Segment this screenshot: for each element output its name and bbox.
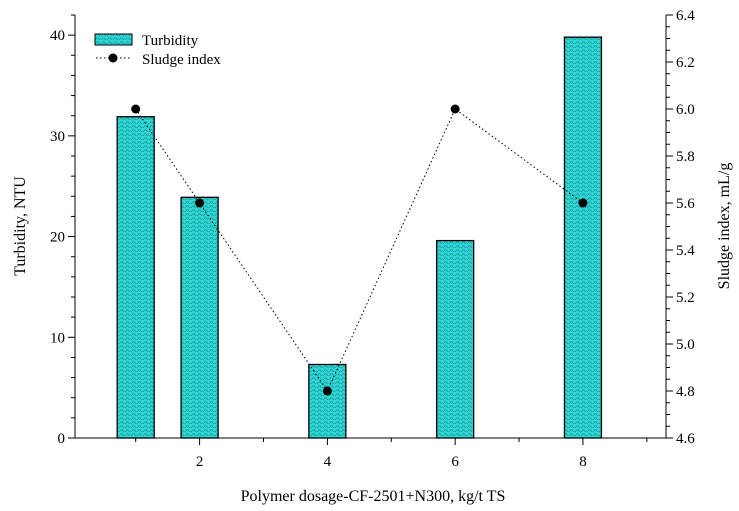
y-tick-label: 0 — [58, 431, 66, 447]
legend-label-turbidity: Turbidity — [142, 33, 199, 49]
y2-tick-label: 5.6 — [676, 196, 695, 212]
bar — [180, 196, 219, 439]
y-tick-label: 30 — [50, 129, 65, 145]
y2-tick-label: 6.0 — [676, 102, 695, 118]
bar — [563, 36, 603, 439]
line-series-sludge-index — [131, 104, 588, 396]
y2-tick-label: 5.2 — [676, 290, 695, 306]
y-tick-label: 20 — [50, 230, 65, 246]
bar — [436, 239, 475, 439]
legend-swatch-turbidity — [94, 33, 133, 46]
bar — [116, 116, 155, 439]
data-point — [450, 104, 460, 114]
y2-tick-label: 4.6 — [676, 431, 695, 447]
axes: 0 10 20 30 40 4.6 4.8 5.0 5.2 5.4 5.6 5.8 6.0 6.2 6.4 2… — [50, 8, 695, 470]
x-tick-label: 6 — [451, 454, 459, 470]
data-point — [131, 104, 141, 114]
y2-tick-label: 5.0 — [676, 337, 695, 353]
y-axis-label-right: Sludge index, mL/g — [716, 163, 733, 290]
data-point — [195, 198, 205, 208]
x-tick-label: 8 — [579, 454, 587, 470]
legend-swatch-marker — [108, 53, 118, 63]
bar — [308, 363, 347, 439]
legend: Turbidity Sludge index — [94, 33, 221, 68]
x-tick-label: 2 — [196, 454, 204, 470]
bar-series-turbidity — [116, 36, 603, 439]
y2-tick-label: 4.8 — [676, 384, 695, 400]
x-axis-label: Polymer dosage-CF-2501+N300, kg/t TS — [241, 488, 506, 505]
y2-tick-label: 6.4 — [676, 8, 695, 24]
y2-tick-label: 6.2 — [676, 55, 695, 71]
data-point — [578, 198, 588, 208]
y-axis-label-left: Turbidity, NTU — [12, 176, 29, 276]
y2-tick-label: 5.4 — [676, 243, 695, 259]
data-point — [322, 386, 332, 396]
y-tick-label: 40 — [50, 28, 65, 44]
legend-label-sludge-index: Sludge index — [142, 52, 221, 68]
y-tick-label: 10 — [50, 330, 65, 346]
x-tick-label: 4 — [324, 454, 332, 470]
y2-tick-label: 5.8 — [676, 149, 695, 165]
